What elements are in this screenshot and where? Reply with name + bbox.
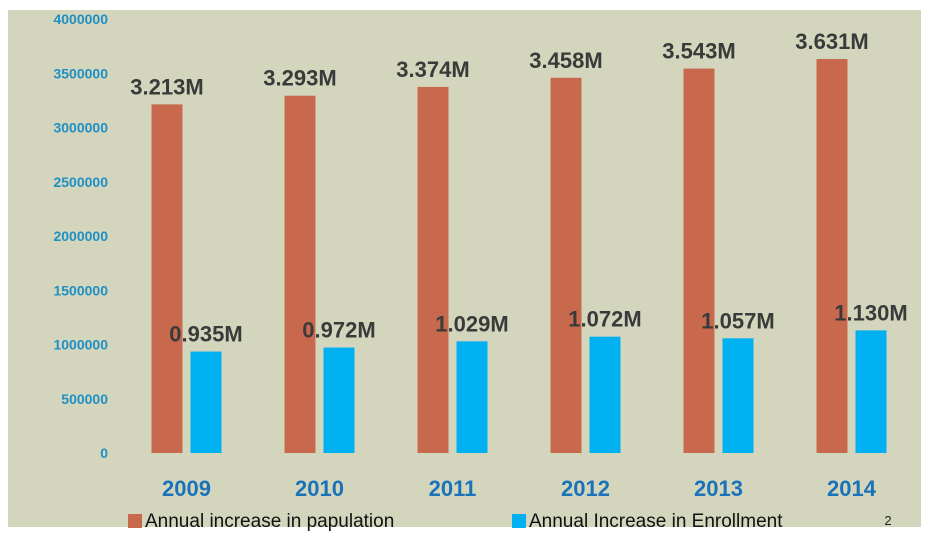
y-tick-label: 3000000 <box>53 120 108 136</box>
x-tick-label: 2009 <box>162 476 211 501</box>
bar-enrollment-2013 <box>722 338 754 453</box>
y-tick-label: 1000000 <box>53 337 108 353</box>
y-tick-label: 2000000 <box>53 228 108 244</box>
bar-population-2011 <box>417 86 449 454</box>
bar-enrollment-2012 <box>589 336 621 453</box>
data-label: 1.057M <box>701 308 774 333</box>
page-number: 2 <box>884 513 891 528</box>
data-label: 1.072M <box>568 307 641 332</box>
x-tick-label: 2011 <box>429 476 477 501</box>
bar-enrollment-2009 <box>190 351 222 453</box>
legend-label: Annual Increase in Enrollment <box>529 511 783 532</box>
y-tick-label: 0 <box>100 445 108 461</box>
bar-enrollment-2010 <box>323 347 355 453</box>
data-label: 3.213M <box>130 74 203 99</box>
bar-population-2013 <box>683 68 715 453</box>
data-label: 0.935M <box>169 322 242 347</box>
x-axis: 2009 2010 2011 2012 2013 2014 <box>162 476 877 501</box>
x-tick-label: 2013 <box>694 476 743 501</box>
y-tick-label: 1500000 <box>53 282 108 298</box>
legend-swatch <box>512 514 526 528</box>
data-label: 3.631M <box>795 29 868 54</box>
legend-swatch <box>128 514 142 528</box>
x-tick-label: 2014 <box>827 476 877 501</box>
bar-population-2010 <box>284 95 316 453</box>
bar-population-2009 <box>151 104 183 454</box>
bar-population-2014 <box>816 59 848 453</box>
x-tick-label: 2010 <box>295 476 344 501</box>
data-label: 1.029M <box>435 311 508 336</box>
data-label: 3.293M <box>263 66 336 91</box>
bar-population-2012 <box>550 77 582 453</box>
bars <box>151 59 887 454</box>
data-label: 3.374M <box>396 57 469 82</box>
legend-label: Annual increase in papulation <box>145 511 394 532</box>
y-axis: 0 500000 1000000 1500000 2000000 2500000 30000… <box>53 11 108 461</box>
data-label: 3.458M <box>529 48 602 73</box>
data-label: 1.130M <box>834 300 907 325</box>
y-tick-label: 2500000 <box>53 174 108 190</box>
bar-enrollment-2011 <box>456 341 488 453</box>
bar-enrollment-2014 <box>855 330 887 453</box>
data-label: 3.543M <box>662 39 735 64</box>
x-tick-label: 2012 <box>561 476 610 501</box>
legend: Annual increase in papulation Annual Incr… <box>128 511 783 532</box>
y-tick-label: 500000 <box>61 391 108 407</box>
y-tick-label: 4000000 <box>53 11 108 27</box>
y-tick-label: 3500000 <box>53 65 108 81</box>
data-labels: 3.213M 0.935M 3.293M 0.972M 3.374M 1.029M 3.45… <box>130 29 907 347</box>
data-label: 0.972M <box>302 318 375 343</box>
